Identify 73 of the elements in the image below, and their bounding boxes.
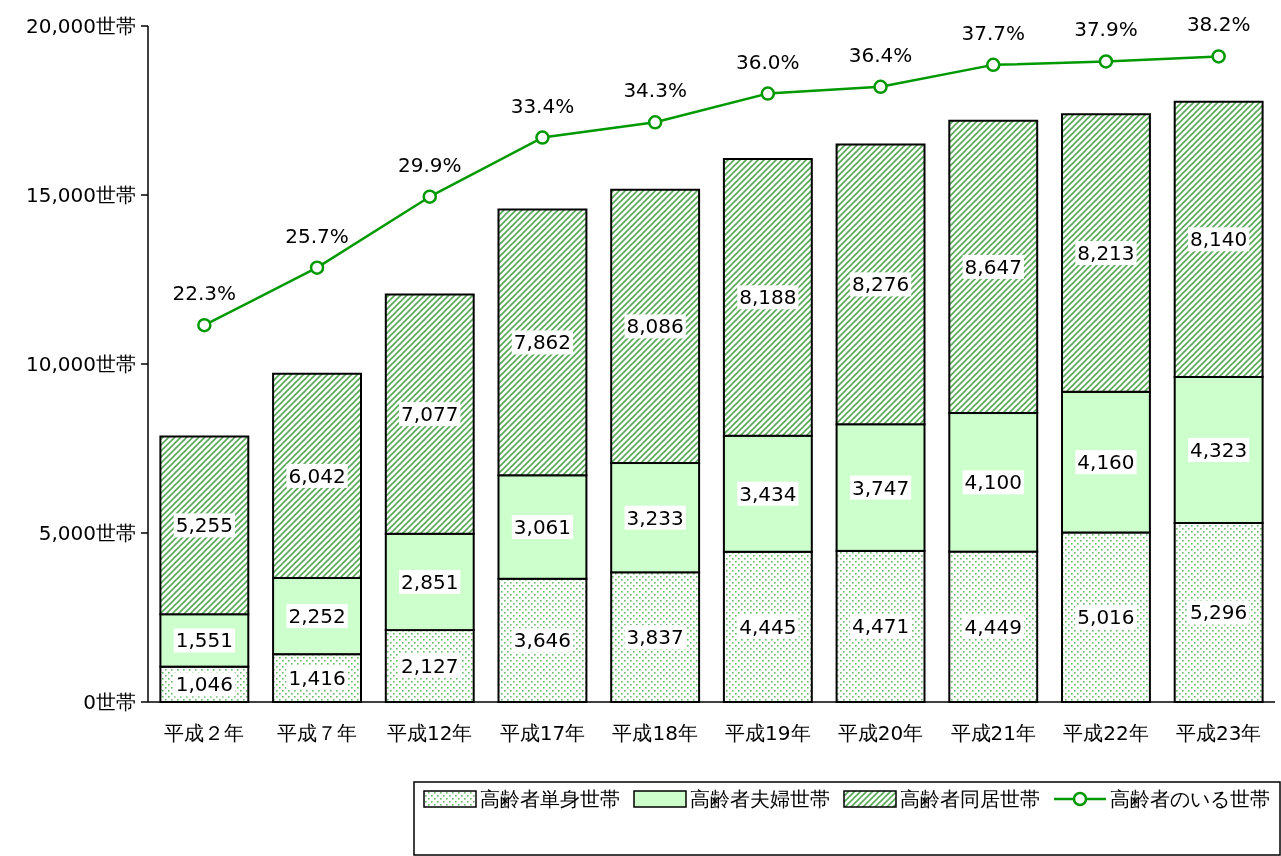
data-label: 29.9% bbox=[397, 152, 462, 177]
data-label: 1,046 bbox=[175, 672, 233, 697]
x-tick-label: 平成18年 bbox=[612, 721, 698, 745]
data-label: 5,016 bbox=[1077, 605, 1135, 630]
bar bbox=[1173, 375, 1264, 524]
point bbox=[197, 317, 212, 333]
data-label: 25.7% bbox=[285, 223, 349, 248]
point bbox=[309, 260, 325, 275]
data-label: 2,127 bbox=[401, 654, 459, 679]
data-label: 34.3% bbox=[623, 78, 687, 103]
data-label: 4,445 bbox=[739, 614, 797, 639]
data-label: 4,471 bbox=[851, 614, 910, 639]
data-label: 7,862 bbox=[513, 330, 572, 355]
data-label: 3,434 bbox=[739, 481, 797, 506]
point bbox=[1098, 54, 1114, 69]
legend-label: 高齢者同居世帯 bbox=[900, 787, 1040, 811]
data-label: 1,416 bbox=[288, 666, 346, 691]
legend-label: 高齢者のいる世帯 bbox=[1110, 787, 1270, 811]
data-label: 6,042 bbox=[288, 463, 346, 488]
bar bbox=[835, 423, 926, 552]
x-tick-label: 平成７年 bbox=[277, 721, 358, 745]
data-label: 2,851 bbox=[401, 569, 459, 594]
x-tick-label: 平成19年 bbox=[725, 721, 811, 745]
x-tick-label: 平成23年 bbox=[1175, 721, 1262, 745]
data-label: 8,140 bbox=[1190, 227, 1248, 252]
data-label: 3,233 bbox=[626, 505, 684, 530]
data-label: 2,252 bbox=[288, 604, 346, 629]
y-tick-label: 5,000世帯 bbox=[38, 521, 136, 545]
x-tick-label: 平成22年 bbox=[1063, 721, 1149, 745]
point bbox=[422, 189, 437, 204]
legend-label: 高齢者単身世帯 bbox=[480, 787, 620, 811]
y-tick-label: 15,000世帯 bbox=[26, 183, 136, 207]
y-tick-label: 0世帯 bbox=[83, 690, 136, 714]
point bbox=[873, 79, 888, 95]
data-label: 3,061 bbox=[513, 515, 572, 540]
data-label: 37.7% bbox=[961, 20, 1026, 45]
data-label: 38.2% bbox=[1186, 12, 1251, 37]
point bbox=[986, 57, 1001, 73]
x-tick-label: 平成２年 bbox=[164, 721, 245, 745]
data-label: 4,100 bbox=[964, 470, 1022, 495]
data-label: 8,647 bbox=[964, 254, 1022, 279]
x-tick-label: 平成20年 bbox=[837, 721, 924, 745]
data-label: 3,646 bbox=[513, 628, 572, 653]
data-label: 8,276 bbox=[851, 272, 910, 297]
x-tick-label: 平成17年 bbox=[499, 721, 586, 745]
data-label: 7,077 bbox=[401, 402, 459, 427]
legend-label: 高齢者夫婦世帯 bbox=[690, 787, 830, 811]
x-tick-label: 平成12年 bbox=[387, 721, 473, 745]
data-label: 4,323 bbox=[1190, 437, 1248, 462]
data-label: 8,086 bbox=[626, 314, 684, 339]
data-label: 5,255 bbox=[175, 513, 233, 538]
data-label: 4,449 bbox=[964, 614, 1022, 639]
data-label: 36.4% bbox=[848, 42, 913, 67]
bar bbox=[948, 412, 1039, 553]
data-label: 8,188 bbox=[739, 285, 797, 310]
data-label: 8,213 bbox=[1077, 241, 1135, 266]
data-label: 5,296 bbox=[1190, 600, 1248, 625]
y-tick-label: 10,000世帯 bbox=[26, 352, 136, 376]
data-label: 3,837 bbox=[626, 625, 684, 650]
x-tick-label: 平成21年 bbox=[950, 721, 1036, 745]
point bbox=[535, 130, 550, 145]
data-label: 36.0% bbox=[736, 49, 800, 74]
point bbox=[647, 115, 663, 130]
data-label: 4,160 bbox=[1077, 450, 1135, 475]
data-label: 1,551 bbox=[175, 628, 233, 653]
data-label: 3,747 bbox=[851, 475, 910, 500]
y-tick-label: 20,000世帯 bbox=[26, 14, 136, 38]
data-label: 33.4% bbox=[510, 93, 575, 118]
data-label: 37.9% bbox=[1074, 17, 1138, 42]
bar bbox=[1061, 390, 1151, 534]
data-label: 22.3% bbox=[172, 281, 237, 306]
point bbox=[1211, 49, 1226, 64]
point bbox=[760, 86, 776, 101]
